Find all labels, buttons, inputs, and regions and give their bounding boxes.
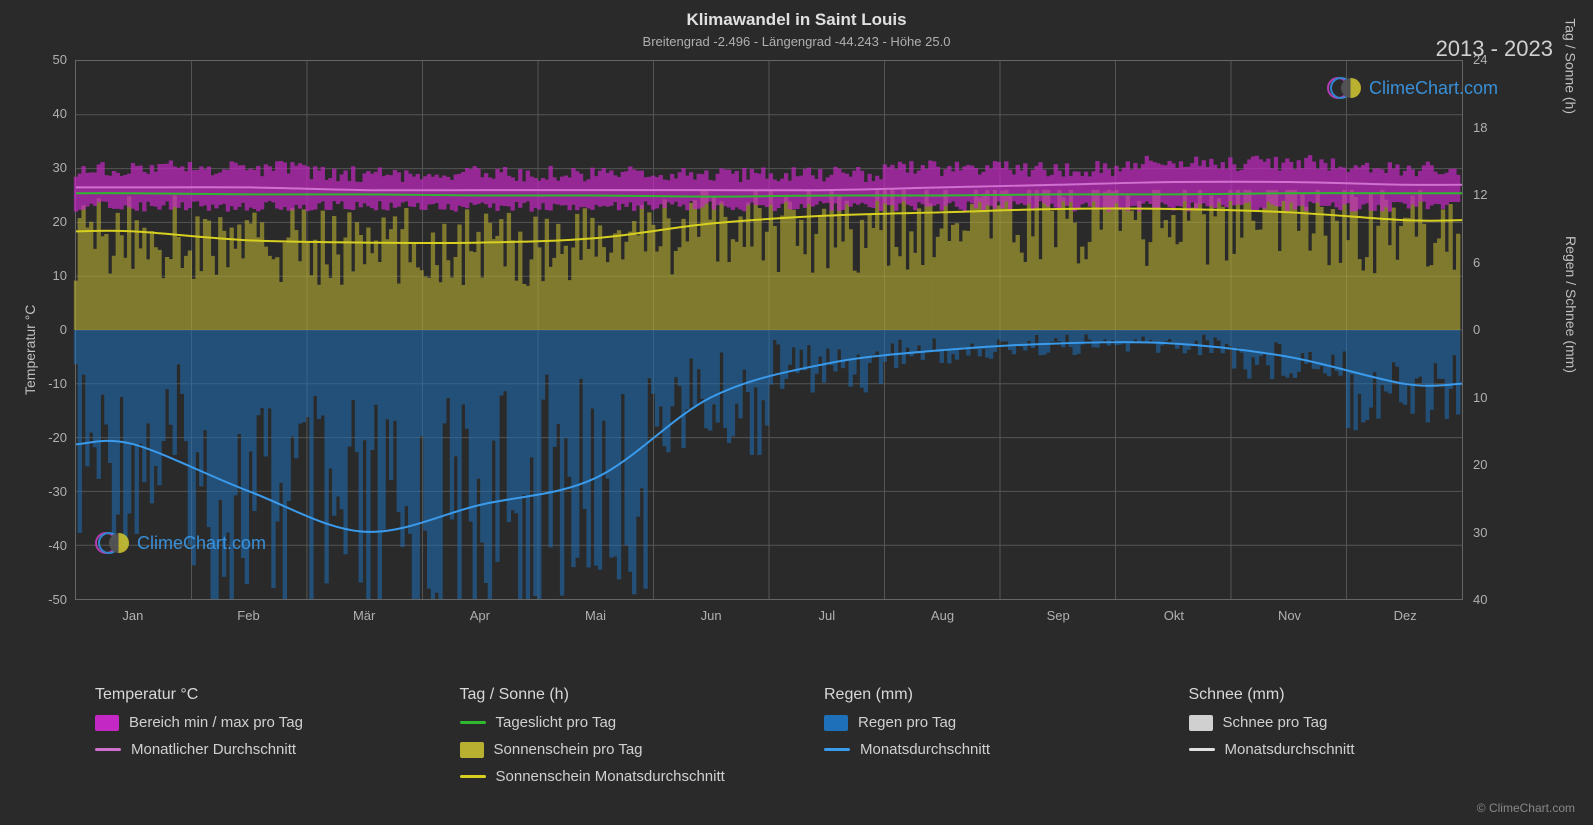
axis-tick-label: 24 <box>1473 52 1487 67</box>
legend-item-label: Sonnenschein Monatsdurchschnitt <box>496 768 725 785</box>
axis-tick-label: Jan <box>122 608 143 623</box>
legend-group-title: Schnee (mm) <box>1189 686 1544 704</box>
axis-tick-label: Dez <box>1394 608 1417 623</box>
axis-tick-label: -50 <box>48 592 67 607</box>
axis-tick-label: Sep <box>1047 608 1070 623</box>
legend-item-label: Regen pro Tag <box>858 714 956 731</box>
legend-item: Regen pro Tag <box>824 714 1179 731</box>
plot-area <box>75 60 1463 600</box>
watermark-text: ClimeChart.com <box>137 533 266 554</box>
copyright-label: © ClimeChart.com <box>1477 801 1575 815</box>
legend-swatch-line <box>95 748 121 751</box>
chart-title: Klimawandel in Saint Louis <box>0 0 1593 30</box>
legend-item-label: Monatsdurchschnitt <box>860 741 990 758</box>
axis-tick-label: Aug <box>931 608 954 623</box>
axis-tick-label: Nov <box>1278 608 1301 623</box>
axis-tick-label: Mär <box>353 608 375 623</box>
climechart-logo-icon <box>95 530 131 556</box>
legend-item-label: Monatsdurchschnitt <box>1225 741 1355 758</box>
legend-swatch-box <box>1189 715 1213 731</box>
climechart-logo-icon <box>1327 75 1363 101</box>
legend-group: Temperatur °C Bereich min / max pro Tag Mo… <box>95 686 450 795</box>
legend-item: Monatsdurchschnitt <box>1189 741 1544 758</box>
axis-tick-label: 10 <box>1473 390 1487 405</box>
chart-subtitle: Breitengrad -2.496 - Längengrad -44.243 … <box>0 30 1593 49</box>
axis-tick-label: Apr <box>470 608 490 623</box>
legend-item-label: Tageslicht pro Tag <box>496 714 617 731</box>
axis-tick-label: 0 <box>60 322 67 337</box>
legend-swatch-box <box>460 742 484 758</box>
axis-tick-label: 12 <box>1473 187 1487 202</box>
legend-item-label: Schnee pro Tag <box>1223 714 1328 731</box>
legend-item: Sonnenschein Monatsdurchschnitt <box>460 768 815 785</box>
legend-group-title: Temperatur °C <box>95 686 450 704</box>
legend-item-label: Sonnenschein pro Tag <box>494 741 643 758</box>
axis-tick-label: Okt <box>1164 608 1184 623</box>
legend-group: Tag / Sonne (h) Tageslicht pro Tag Sonnens… <box>460 686 815 795</box>
axis-tick-label: 6 <box>1473 255 1480 270</box>
legend-item: Monatlicher Durchschnitt <box>95 741 450 758</box>
y-axis-left-label: Temperatur °C <box>22 304 38 394</box>
legend-swatch-line <box>460 775 486 778</box>
legend-item-label: Bereich min / max pro Tag <box>129 714 303 731</box>
axis-tick-label: Jun <box>701 608 722 623</box>
watermark-bottom: ClimeChart.com <box>95 530 266 556</box>
axis-tick-label: 30 <box>1473 525 1487 540</box>
legend-group-title: Regen (mm) <box>824 686 1179 704</box>
axis-tick-label: -40 <box>48 538 67 553</box>
axis-tick-label: -10 <box>48 376 67 391</box>
axis-tick-label: 20 <box>1473 457 1487 472</box>
legend-group-title: Tag / Sonne (h) <box>460 686 815 704</box>
axis-tick-label: Mai <box>585 608 606 623</box>
legend-item: Tageslicht pro Tag <box>460 714 815 731</box>
axis-tick-label: Feb <box>237 608 259 623</box>
legend: Temperatur °C Bereich min / max pro Tag Mo… <box>95 686 1543 795</box>
climate-chart: Klimawandel in Saint Louis Breitengrad -… <box>0 0 1593 825</box>
watermark-top: ClimeChart.com <box>1327 75 1498 101</box>
legend-swatch-box <box>824 715 848 731</box>
axis-tick-label: 30 <box>53 160 67 175</box>
legend-item: Schnee pro Tag <box>1189 714 1544 731</box>
legend-item: Monatsdurchschnitt <box>824 741 1179 758</box>
y-axis-right-bottom-label: Regen / Schnee (mm) <box>1563 236 1579 373</box>
axis-tick-label: 0 <box>1473 322 1480 337</box>
y-axis-right-top-label: Tag / Sonne (h) <box>1563 18 1579 114</box>
axis-tick-label: 18 <box>1473 120 1487 135</box>
legend-item: Sonnenschein pro Tag <box>460 741 815 758</box>
chart-svg <box>76 61 1462 599</box>
watermark-text: ClimeChart.com <box>1369 78 1498 99</box>
legend-group: Schnee (mm) Schnee pro Tag Monatsdurchschn… <box>1189 686 1544 795</box>
axis-tick-label: -30 <box>48 484 67 499</box>
legend-group: Regen (mm) Regen pro Tag Monatsdurchschnit… <box>824 686 1179 795</box>
axis-tick-label: 50 <box>53 52 67 67</box>
legend-item: Bereich min / max pro Tag <box>95 714 450 731</box>
legend-item-label: Monatlicher Durchschnitt <box>131 741 296 758</box>
axis-tick-label: -20 <box>48 430 67 445</box>
legend-swatch-line <box>460 721 486 724</box>
year-range-label: 2013 - 2023 <box>1436 36 1553 62</box>
axis-tick-label: 40 <box>53 106 67 121</box>
legend-swatch-box <box>95 715 119 731</box>
axis-tick-label: Jul <box>819 608 836 623</box>
axis-tick-label: 20 <box>53 214 67 229</box>
legend-swatch-line <box>1189 748 1215 751</box>
axis-tick-label: 40 <box>1473 592 1487 607</box>
axis-tick-label: 10 <box>53 268 67 283</box>
legend-swatch-line <box>824 748 850 751</box>
